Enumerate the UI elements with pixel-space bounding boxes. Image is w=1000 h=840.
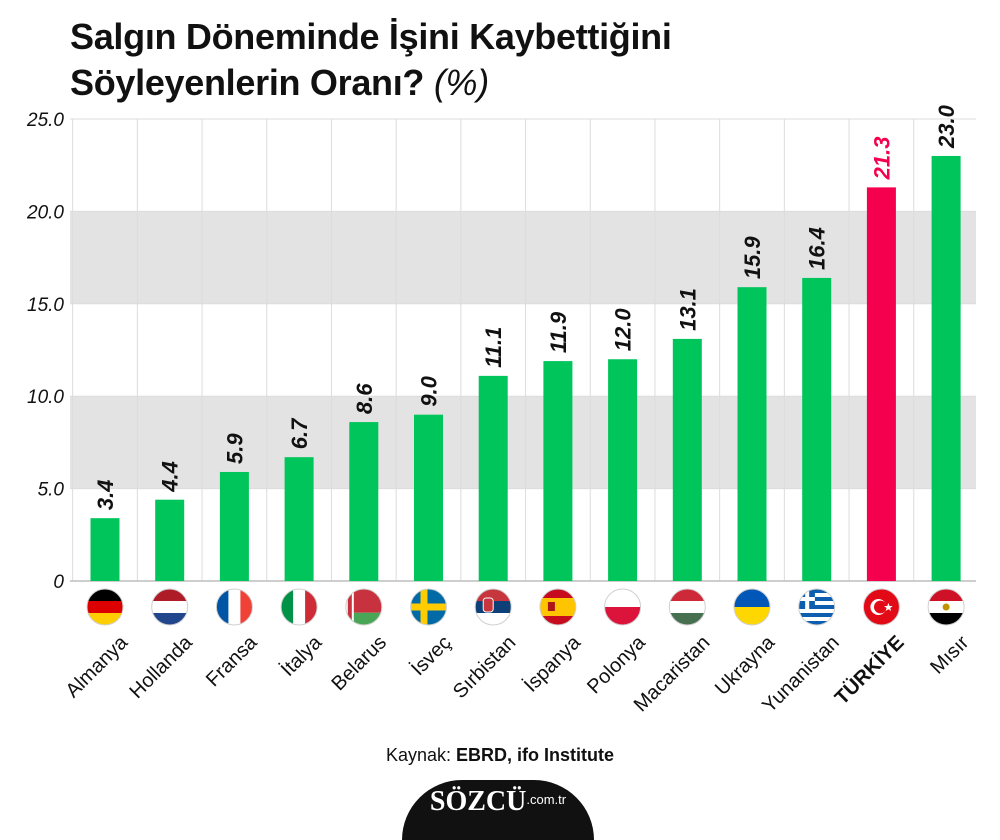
data-label: 21.3	[869, 137, 894, 181]
brand-logo-text: SÖZCÜ	[429, 786, 527, 817]
y-tick-label: 15.0	[27, 295, 64, 316]
grid-band	[70, 211, 976, 304]
chart-title-unit: (%)	[433, 62, 489, 103]
bar-chart: 0 5.0 10.0 15.0 20.0 25.0 3.4 Almanya 4.4 Holland…	[26, 104, 976, 717]
bar	[90, 518, 120, 581]
x-tick-label: İsveç	[406, 631, 455, 680]
y-tick-label: 0	[53, 572, 64, 593]
bar	[543, 361, 573, 581]
data-label: 8.6	[352, 383, 377, 414]
data-label: 15.9	[740, 236, 765, 280]
bar	[155, 499, 185, 581]
data-label: 5.9	[222, 433, 247, 464]
bar	[284, 457, 314, 581]
x-tick-label: Sırbistan	[449, 632, 520, 703]
y-tick-label: 20.0	[26, 202, 64, 223]
source-name: EBRD, ifo Institute	[456, 745, 615, 765]
data-label: 16.4	[805, 227, 830, 270]
source-prefix: Kaynak:	[385, 745, 452, 765]
bar	[672, 338, 702, 581]
x-tick-label: Belarus	[327, 632, 391, 696]
spain-flag	[539, 588, 577, 626]
poland-flag	[604, 588, 642, 626]
sweden-flag	[410, 588, 447, 626]
x-tick-label: İtalya	[276, 630, 327, 681]
bar	[866, 187, 896, 581]
y-tick-label: 5.0	[38, 480, 65, 501]
data-label: 3.4	[93, 480, 118, 511]
bar	[931, 155, 961, 581]
netherlands-flag	[151, 588, 189, 626]
belarus-flag	[345, 588, 383, 626]
chart-title-line1: Salgın Döneminde İşini Kaybettiğini	[70, 16, 672, 57]
chart-title-line2: Söyleyenlerin Oranı?	[70, 62, 425, 103]
bar	[608, 359, 638, 581]
egypt-flag	[927, 588, 965, 626]
y-tick-label: 10.0	[27, 387, 64, 408]
brand-logo-tld: .com.tr	[526, 792, 567, 807]
x-tick-label: Mısır	[926, 631, 973, 678]
germany-flag	[86, 588, 124, 626]
x-tick-label: İspanya	[519, 630, 585, 696]
data-label: 13.1	[675, 288, 700, 331]
greece-flag	[798, 588, 836, 626]
bar	[414, 414, 443, 581]
x-tick-label: Fransa	[202, 631, 262, 691]
x-tick-label: TÜRKİYE	[830, 631, 908, 709]
chart-title: Salgın Döneminde İşini Kaybettiğini Söyl…	[70, 14, 672, 106]
x-tick-label: Almanya	[62, 631, 133, 702]
x-tick-label: Hollanda	[125, 631, 197, 703]
data-label: 9.0	[417, 375, 442, 406]
turkey-flag	[862, 588, 900, 626]
x-tick-label: Polonya	[583, 631, 650, 698]
data-label: 11.9	[546, 311, 571, 353]
bar	[349, 422, 379, 581]
data-label: 12.0	[611, 308, 636, 352]
grid-band	[70, 396, 976, 489]
y-tick-label: 25.0	[26, 110, 64, 131]
data-label: 4.4	[158, 461, 183, 493]
data-label: 11.1	[481, 327, 506, 368]
data-label: 6.7	[287, 417, 312, 449]
bar	[219, 471, 249, 581]
ukraine-flag	[733, 588, 771, 626]
serbia-flag	[474, 588, 512, 626]
bar	[478, 375, 508, 581]
source-note: Kaynak: EBRD, ifo Institute	[0, 745, 1000, 766]
brand-logo[interactable]: SÖZCÜ.com.tr	[402, 780, 594, 840]
france-flag	[215, 588, 253, 626]
hungary-flag	[668, 588, 706, 626]
bar	[802, 277, 832, 581]
bar	[737, 287, 767, 581]
italy-flag	[280, 588, 318, 626]
data-label: 23.0	[934, 104, 959, 149]
